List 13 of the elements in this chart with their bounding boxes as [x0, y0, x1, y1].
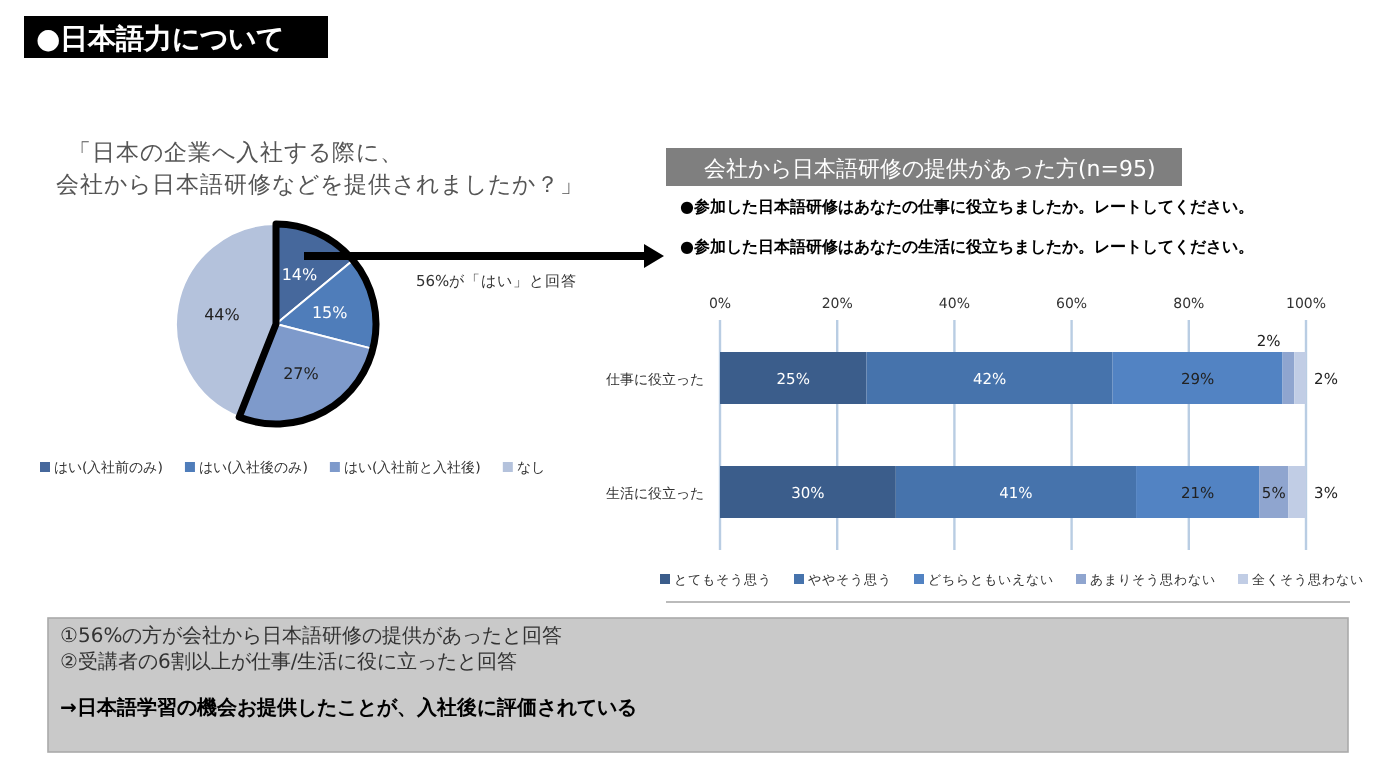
data-label: 27% [283, 365, 320, 384]
chart-subtitle: 会社から日本語研修などを提供されましたか？」 [56, 170, 584, 198]
chart-title: 「日本の企業へ入社する際に、 [68, 138, 404, 166]
text: ●参加した日本語研修はあなたの生活に役立ちましたか。レートしてください。 [680, 236, 1254, 256]
text: ①56%の方が会社から日本語研修の提供があったと回答 [60, 624, 563, 648]
data-label: 15% [311, 304, 349, 322]
data-label: 44% [204, 305, 241, 324]
data-label: 14% [281, 266, 318, 285]
text: ②受講者の6割以上が仕事/生活に役に立ったと回答 [60, 650, 518, 674]
text: →日本語学習の機会お提供したことが、入社後に評価されている [60, 696, 637, 720]
text: ●日本語力について [36, 22, 285, 56]
text: ●参加した日本語研修はあなたの仕事に役立ちましたか。レートしてください。 [680, 196, 1254, 216]
chart-title: 会社から日本語研修の提供があった方(n=95) [704, 156, 1156, 182]
